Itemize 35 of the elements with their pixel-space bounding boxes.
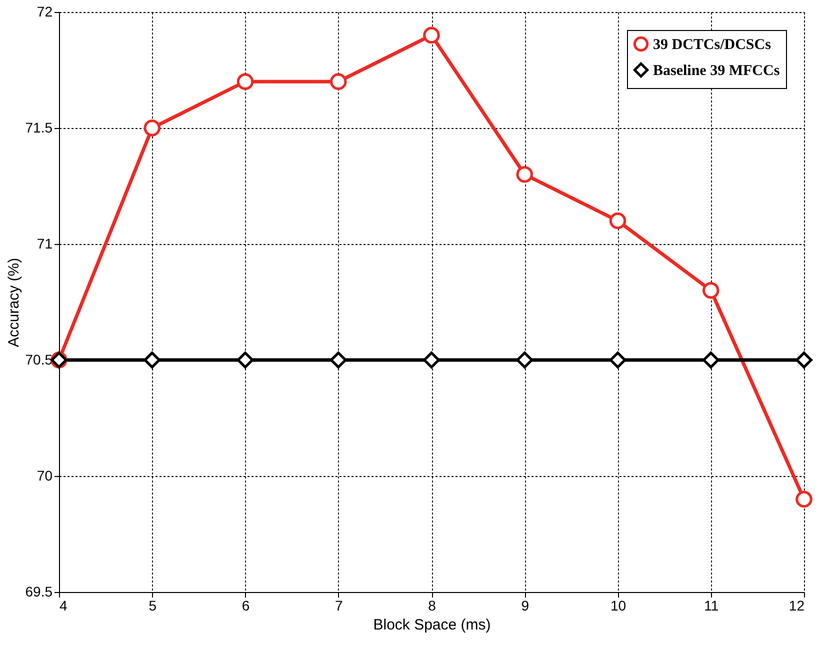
x-tick-label: 10 [610,598,626,614]
point [144,120,160,136]
y-tick-label: 72 [36,4,53,20]
x-tick-label: 9 [521,598,530,614]
point [702,352,720,368]
y-axis-title: Accuracy (%) [5,258,22,348]
y-tick-label: 71.5 [25,120,53,136]
y-tick-label: 71 [36,236,53,252]
point [236,73,254,90]
x-tick-label: 11 [704,598,719,614]
point [516,166,533,183]
point [609,212,626,230]
point [796,352,812,368]
x-tick-label: 12 [788,598,805,614]
point [796,490,812,508]
x-tick-label: 8 [428,598,436,614]
point [144,352,160,368]
point [702,282,720,299]
x-tick-label: 7 [334,598,343,614]
y-tick-label: 70.5 [25,352,53,368]
point [330,73,347,90]
legend-label: Baseline 39 MFCCs [653,63,780,79]
y-tick-label: 70 [36,468,53,484]
point [423,352,440,368]
point [516,352,533,368]
point [236,352,254,368]
x-tick-label: 6 [242,598,250,614]
x-tick-label: 4 [60,598,68,614]
point [423,26,440,44]
legend-label: 39 DCTCs/DCSCs [653,37,772,53]
point [330,352,347,368]
x-axis-title: Block Space (ms) [373,616,491,634]
point [609,352,626,368]
x-tick-label: 5 [148,598,157,614]
y-tick-label: 69.5 [25,584,53,600]
